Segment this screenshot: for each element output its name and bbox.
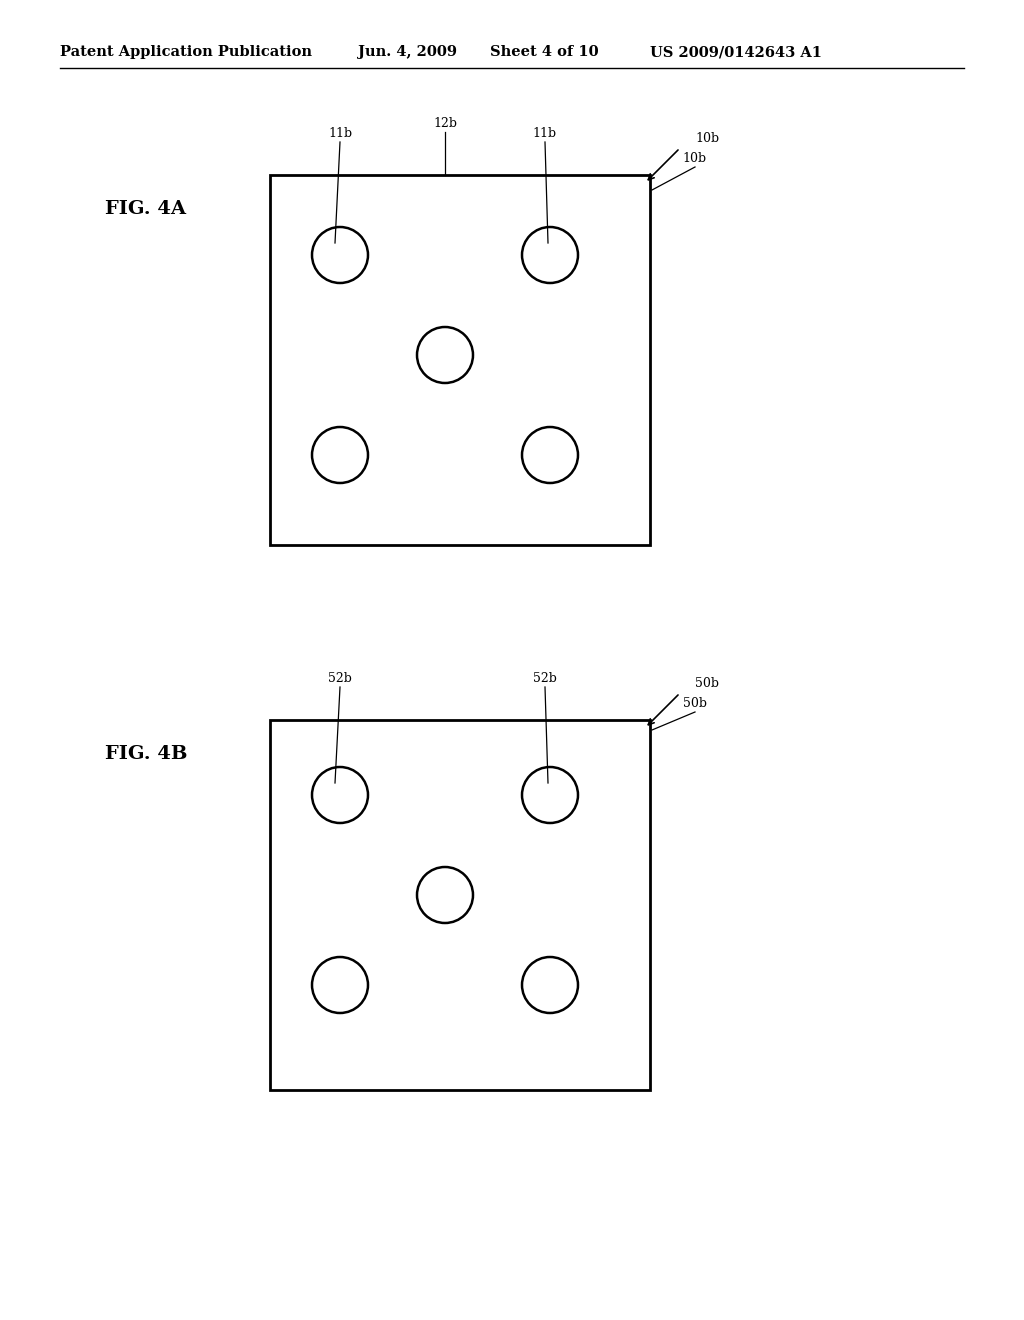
Text: Patent Application Publication: Patent Application Publication bbox=[60, 45, 312, 59]
Circle shape bbox=[312, 426, 368, 483]
Bar bbox=[270, 176, 650, 545]
Text: FIG. 4B: FIG. 4B bbox=[105, 744, 187, 763]
Text: Jun. 4, 2009: Jun. 4, 2009 bbox=[358, 45, 457, 59]
Circle shape bbox=[417, 327, 473, 383]
Text: 50b: 50b bbox=[683, 697, 707, 710]
Text: 50b: 50b bbox=[695, 677, 719, 690]
Circle shape bbox=[312, 957, 368, 1012]
Text: FIG. 4A: FIG. 4A bbox=[105, 201, 186, 218]
Circle shape bbox=[312, 227, 368, 282]
Text: 52b: 52b bbox=[328, 672, 352, 685]
Text: 11b: 11b bbox=[328, 127, 352, 140]
Text: Sheet 4 of 10: Sheet 4 of 10 bbox=[490, 45, 599, 59]
Circle shape bbox=[522, 227, 578, 282]
Text: 10b: 10b bbox=[683, 152, 707, 165]
Text: 52b: 52b bbox=[534, 672, 557, 685]
Text: US 2009/0142643 A1: US 2009/0142643 A1 bbox=[650, 45, 822, 59]
Circle shape bbox=[522, 767, 578, 822]
Text: 10b: 10b bbox=[695, 132, 719, 145]
Circle shape bbox=[522, 426, 578, 483]
Bar bbox=[270, 719, 650, 1090]
Circle shape bbox=[312, 767, 368, 822]
Circle shape bbox=[417, 867, 473, 923]
Text: 12b: 12b bbox=[433, 117, 457, 129]
Text: 11b: 11b bbox=[532, 127, 557, 140]
Circle shape bbox=[522, 957, 578, 1012]
